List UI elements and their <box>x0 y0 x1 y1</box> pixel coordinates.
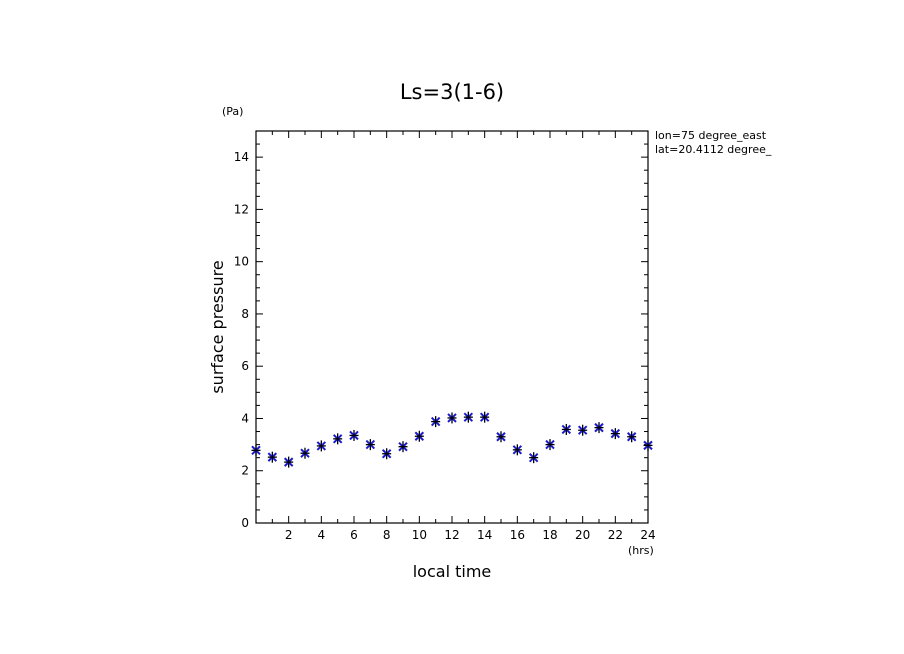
chart-title: Ls=3(1-6) <box>400 80 504 104</box>
data-point <box>332 433 343 445</box>
data-point <box>479 411 490 423</box>
x-tick-label: 20 <box>575 528 590 542</box>
data-point <box>561 423 572 435</box>
x-tick-label: 10 <box>412 528 427 542</box>
data-markers <box>251 411 653 468</box>
x-tick-label: 14 <box>477 528 492 542</box>
data-point <box>610 428 621 440</box>
y-tick-label: 8 <box>241 307 249 321</box>
data-point <box>512 444 523 456</box>
plot-frame <box>255 130 649 524</box>
y-tick-label: 14 <box>234 150 249 164</box>
x-unit-label: (hrs) <box>628 544 654 557</box>
data-point <box>300 447 310 459</box>
data-point <box>594 422 604 434</box>
x-tick-label: 18 <box>542 528 557 542</box>
data-point <box>267 451 278 463</box>
y-tick-label: 2 <box>241 464 249 478</box>
y-tick-label: 12 <box>234 202 249 216</box>
y-tick-label: 4 <box>241 411 249 425</box>
data-point <box>528 452 539 464</box>
y-tick-label: 0 <box>241 516 249 530</box>
y-unit-label: (Pa) <box>222 105 243 118</box>
x-tick-label: 12 <box>444 528 459 542</box>
info-lat: lat=20.4112 degree_ <box>655 143 772 156</box>
x-tick-label: 6 <box>350 528 358 542</box>
y-tick-label: 10 <box>234 255 249 269</box>
data-point <box>316 440 327 452</box>
data-point <box>463 411 474 423</box>
data-point <box>447 412 457 424</box>
y-axis-title: surface pressure <box>208 260 227 393</box>
x-tick-label: 4 <box>318 528 326 542</box>
x-axis-title: local time <box>413 562 492 581</box>
info-lon: lon=75 degree_east <box>655 129 767 142</box>
data-point <box>577 424 588 436</box>
data-point <box>545 439 555 451</box>
data-point <box>626 431 637 443</box>
data-point <box>414 430 425 442</box>
x-tick-label: 2 <box>285 528 293 542</box>
data-point <box>398 441 408 453</box>
data-point <box>349 429 359 441</box>
data-point <box>430 416 441 428</box>
data-point <box>283 456 294 468</box>
x-tick-label: 24 <box>640 528 655 542</box>
y-tick-label: 6 <box>241 359 249 373</box>
x-tick-label: 8 <box>383 528 391 542</box>
x-tick-label: 16 <box>510 528 525 542</box>
axis-ticks <box>255 130 649 524</box>
data-point <box>381 448 392 460</box>
x-tick-label: 22 <box>608 528 623 542</box>
data-point <box>496 431 506 443</box>
data-point <box>365 439 376 451</box>
